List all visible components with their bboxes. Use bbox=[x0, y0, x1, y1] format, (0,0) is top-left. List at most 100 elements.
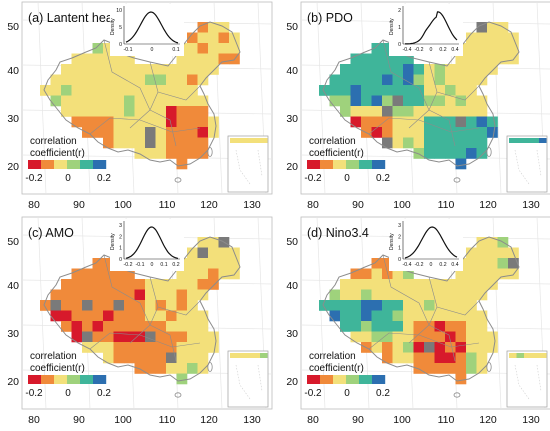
grid-cell bbox=[466, 258, 477, 269]
density-x-tick: -0.4 bbox=[403, 262, 412, 268]
grid-cell bbox=[145, 310, 156, 322]
grid-cell bbox=[497, 53, 509, 65]
grid-cell bbox=[145, 342, 156, 353]
legend-swatch bbox=[333, 160, 347, 169]
grid-cell bbox=[187, 310, 198, 322]
grid-cell bbox=[197, 247, 209, 259]
grid-cell bbox=[340, 64, 351, 75]
grid-cell bbox=[392, 127, 404, 138]
y-tick-label: 50 bbox=[286, 21, 298, 33]
grid-cell bbox=[455, 53, 467, 65]
grid-cell bbox=[71, 95, 83, 107]
grid-cell bbox=[145, 363, 156, 374]
grid-cell bbox=[187, 258, 198, 269]
grid-cell bbox=[434, 64, 446, 75]
grid-cell bbox=[466, 64, 477, 75]
grid-cell bbox=[382, 85, 393, 96]
density-x-tick: 0.1 bbox=[172, 47, 179, 53]
grid-cell bbox=[187, 43, 198, 54]
island-taiwan bbox=[486, 147, 492, 157]
grid-cell bbox=[176, 106, 188, 117]
x-tick-label: 80 bbox=[28, 199, 40, 211]
legend-swatch bbox=[359, 160, 373, 169]
country-border bbox=[322, 236, 520, 382]
density-x-tick: 0.2 bbox=[172, 262, 179, 268]
x-tick-label: 90 bbox=[352, 199, 364, 211]
grid-cell bbox=[424, 279, 435, 290]
grid-cell bbox=[455, 352, 467, 364]
grid-cell bbox=[445, 106, 456, 117]
grid-cell bbox=[466, 300, 477, 311]
island-hainan bbox=[453, 392, 461, 398]
grid-cell bbox=[103, 331, 114, 343]
grid-cell bbox=[187, 127, 198, 138]
grid-cell bbox=[413, 106, 425, 117]
grid-cell bbox=[361, 331, 372, 343]
grid-cell bbox=[113, 95, 125, 107]
grid-cell bbox=[340, 279, 351, 290]
grid-cell bbox=[103, 106, 114, 117]
grid-cell bbox=[50, 95, 62, 107]
grid-cell bbox=[145, 127, 156, 138]
grid-cell bbox=[166, 321, 177, 332]
grid-cell bbox=[197, 310, 209, 322]
grid-cell bbox=[218, 268, 230, 280]
grid-cell bbox=[466, 53, 477, 65]
grid-cell bbox=[176, 300, 188, 311]
density-x-tick: -0.1 bbox=[124, 47, 133, 53]
y-tick-label: 40 bbox=[286, 280, 298, 292]
grid-cell bbox=[176, 64, 188, 75]
grid-cell bbox=[61, 300, 72, 311]
province-borders bbox=[89, 39, 201, 147]
grid-cell bbox=[466, 85, 477, 96]
grid-cell bbox=[176, 279, 188, 290]
legend-tick-label: 0.2 bbox=[97, 388, 111, 399]
grid-cell bbox=[455, 310, 467, 322]
grid-cell bbox=[134, 279, 146, 290]
grid-cell bbox=[103, 279, 114, 290]
grid-cell bbox=[71, 85, 83, 96]
grid-cell bbox=[476, 268, 488, 280]
grid-cell bbox=[50, 74, 62, 86]
density-y-tick: 0 bbox=[119, 42, 122, 48]
grid-cell bbox=[82, 106, 93, 117]
grid-cell bbox=[176, 116, 188, 128]
grid-cell bbox=[176, 373, 188, 385]
grid-cell bbox=[392, 116, 404, 128]
grid-cell bbox=[403, 300, 414, 311]
legend-swatch bbox=[372, 375, 386, 384]
inset-cell bbox=[252, 353, 260, 358]
grid-cell bbox=[487, 258, 498, 269]
grid-cell bbox=[124, 300, 135, 311]
grid-cell bbox=[92, 106, 104, 117]
grid-cell bbox=[166, 106, 177, 117]
grid-cell bbox=[350, 74, 362, 86]
grid-cell bbox=[82, 268, 93, 280]
grid-cell bbox=[413, 363, 425, 374]
grid-cell bbox=[197, 53, 209, 65]
legend-swatch bbox=[67, 375, 81, 384]
grid-cell bbox=[103, 137, 114, 149]
grid-cell bbox=[176, 53, 188, 65]
inset-cell bbox=[260, 353, 268, 358]
grid-cell bbox=[413, 137, 425, 149]
grid-cell bbox=[466, 331, 477, 343]
grid-cell bbox=[382, 43, 393, 54]
grid-cell bbox=[113, 268, 125, 280]
grid-cell bbox=[92, 85, 104, 96]
grid-cell bbox=[71, 106, 83, 117]
grid-cell bbox=[466, 310, 477, 322]
y-tick-label: 40 bbox=[7, 280, 19, 292]
grid-cell bbox=[208, 342, 219, 353]
grid-cell bbox=[103, 289, 114, 301]
grid-cell bbox=[145, 289, 156, 301]
grid-cell bbox=[466, 352, 477, 364]
grid-cell bbox=[61, 85, 72, 96]
grid-cell bbox=[497, 258, 509, 269]
grid-cell bbox=[50, 289, 62, 301]
grid-cell bbox=[134, 363, 146, 374]
grid-cell bbox=[176, 148, 188, 159]
grid-cell bbox=[187, 247, 198, 259]
grid-cell bbox=[434, 331, 446, 343]
